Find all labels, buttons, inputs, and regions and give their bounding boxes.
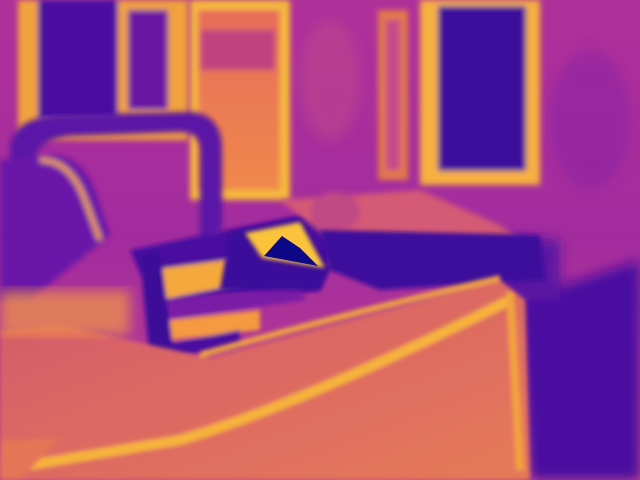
wall-texture [300,20,630,190]
dark-hole [264,236,318,266]
left-floor-strip [0,290,130,335]
armchair [0,112,222,300]
right-window [378,0,540,185]
foreground-bench [0,275,530,480]
center-doorway [190,0,290,200]
